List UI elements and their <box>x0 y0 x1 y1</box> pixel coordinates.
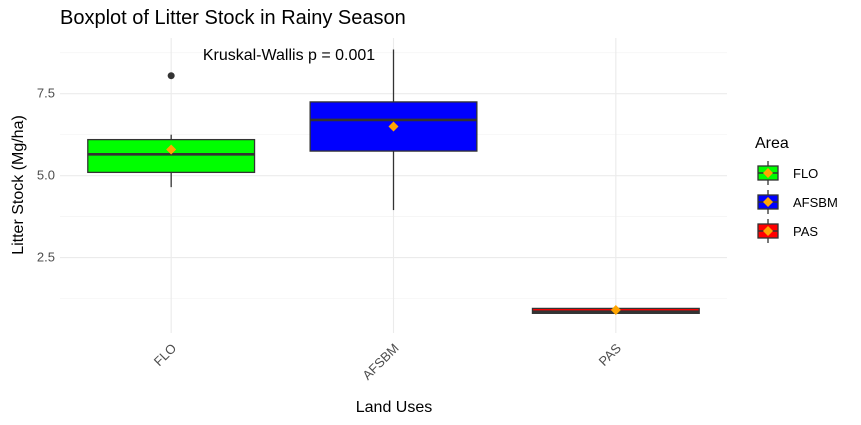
boxes <box>87 49 700 316</box>
mean-marker <box>610 305 621 316</box>
x-tick-labels: FLO AFSBM PAS <box>151 340 624 383</box>
box-pas <box>531 305 700 316</box>
box-afsbm <box>309 49 478 211</box>
y-tick-label: 5.0 <box>37 168 55 183</box>
y-axis-title: Litter Stock (Mg/ha) <box>10 115 27 255</box>
legend-title: Area <box>755 135 789 152</box>
legend-key-mean-marker <box>763 226 773 236</box>
y-tick-label: 7.5 <box>37 86 55 101</box>
legend-key-mean-marker <box>763 197 773 207</box>
box-flo <box>87 72 256 188</box>
y-tick-label: 2.5 <box>37 250 55 265</box>
outlier-point <box>167 72 175 80</box>
x-axis-title: Land Uses <box>356 399 433 416</box>
legend-key-pas <box>757 219 779 243</box>
x-tick-label: FLO <box>151 341 179 369</box>
legend-key-afsbm <box>757 190 779 214</box>
y-tick-labels: 2.5 5.0 7.5 <box>37 86 55 265</box>
legend-label-flo: FLO <box>793 166 818 181</box>
legend: Area FLO AFSBM PAS <box>755 135 838 243</box>
chart-title: Boxplot of Litter Stock in Rainy Season <box>60 7 406 29</box>
kruskal-wallis-annotation: Kruskal-Wallis p = 0.001 <box>203 47 375 64</box>
legend-key-mean-marker <box>763 168 773 178</box>
mean-marker <box>388 121 399 132</box>
x-tick-label: AFSBM <box>359 341 401 383</box>
legend-label-afsbm: AFSBM <box>793 195 838 210</box>
legend-label-pas: PAS <box>793 224 818 239</box>
x-tick-label: PAS <box>596 340 625 369</box>
legend-key-flo <box>757 161 779 185</box>
mean-marker <box>166 144 177 155</box>
